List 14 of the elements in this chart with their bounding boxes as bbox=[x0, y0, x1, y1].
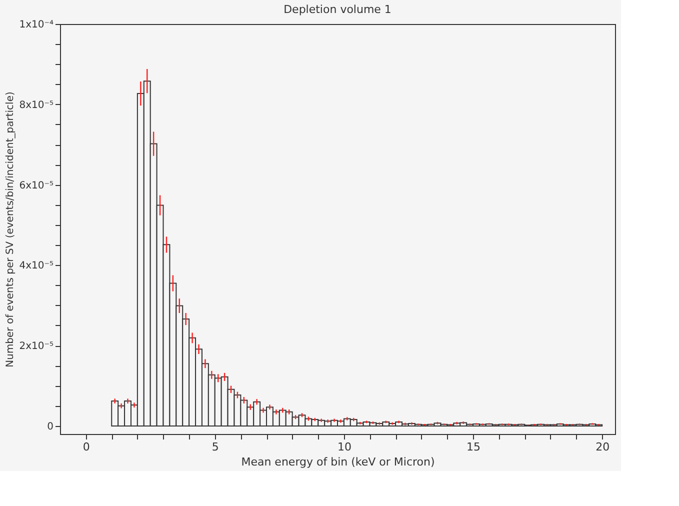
chart-title: Depletion volume 1 bbox=[284, 3, 392, 16]
x-tick-label: 10 bbox=[337, 440, 352, 454]
y-axis-title: Number of events per SV (events/bin/incident_particle) bbox=[5, 92, 16, 368]
y-tick-label: 4x10⁻⁵ bbox=[19, 260, 54, 272]
x-tick-label: 20 bbox=[596, 440, 610, 454]
x-tick-label: 5 bbox=[212, 440, 219, 454]
y-tick-label: 2x10⁻⁵ bbox=[19, 341, 54, 352]
y-tick-label: 1x10⁻⁴ bbox=[19, 20, 54, 30]
y-tick-label: 8x10⁻⁵ bbox=[19, 100, 54, 111]
y-tick-label: 6x10⁻⁵ bbox=[19, 180, 54, 192]
x-axis-title: Mean energy of bin (keV or Micron) bbox=[241, 456, 435, 468]
x-tick-label: 0 bbox=[82, 440, 90, 454]
x-tick-label: 15 bbox=[466, 440, 481, 454]
y-tick-label: 0 bbox=[47, 421, 54, 432]
